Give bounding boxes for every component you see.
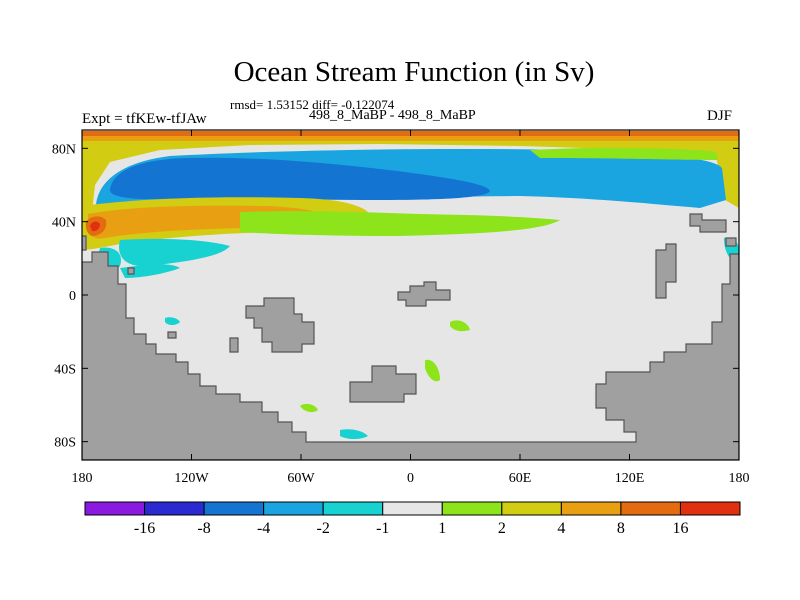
y-tick-label: 0 bbox=[69, 289, 76, 304]
green-speck-3 bbox=[300, 403, 318, 413]
colorbar-label: -16 bbox=[134, 520, 155, 537]
x-tick-label: 120W bbox=[174, 471, 209, 486]
colorbar-label: 16 bbox=[672, 520, 688, 537]
colorbar-label: 1 bbox=[438, 520, 446, 537]
stats-line: rmsd= 1.53152 diff= -0.122074 bbox=[230, 97, 395, 112]
x-tick-label: 180 bbox=[72, 471, 93, 486]
cyan-band-west-2 bbox=[120, 264, 180, 278]
colorbar: -16 -8 -4 -2 -1 1 2 4 8 16 bbox=[84, 501, 741, 537]
colorbar-swatch bbox=[382, 501, 443, 516]
colorbar-swatch bbox=[560, 501, 622, 516]
colorbar-swatch bbox=[620, 501, 681, 516]
colorbar-swatch bbox=[501, 501, 562, 516]
chart-subtitle: 498_8_MaBP - 498_8_MaBP bbox=[309, 108, 476, 123]
x-axis: 180 120W 60W 0 60E 120E 180 bbox=[72, 130, 750, 486]
y-tick-label: 80S bbox=[54, 436, 76, 451]
colorbar-label: 2 bbox=[498, 520, 506, 537]
x-tick-label: 180 bbox=[729, 471, 750, 486]
colorbar-label: -8 bbox=[197, 520, 210, 537]
y-tick-label: 40N bbox=[52, 216, 76, 231]
land-west-edge bbox=[82, 235, 87, 251]
experiment-label: Expt = tfKEw-tfJAw bbox=[82, 111, 207, 127]
green-speck-2 bbox=[425, 359, 440, 382]
season-label: DJF bbox=[707, 108, 733, 124]
y-axis: 80N 40N 0 40S 80S bbox=[52, 142, 739, 451]
colorbar-label: 4 bbox=[557, 520, 565, 537]
land-islet-1 bbox=[725, 237, 737, 247]
colorbar-swatch bbox=[263, 501, 324, 516]
green-band-central bbox=[240, 211, 560, 236]
x-tick-label: 0 bbox=[407, 471, 414, 486]
land-continent-a bbox=[245, 297, 315, 353]
colorbar-label: -1 bbox=[376, 520, 389, 537]
colorbar-swatch bbox=[441, 501, 503, 516]
jet-core-red bbox=[90, 221, 100, 232]
green-speck-1 bbox=[450, 320, 470, 332]
colorbar-swatch bbox=[322, 501, 384, 516]
plot-area bbox=[82, 130, 739, 460]
land-island-e bbox=[689, 213, 727, 233]
land-continent-b bbox=[349, 365, 417, 403]
colorbar-label: 8 bbox=[617, 520, 625, 537]
land-islet-3 bbox=[167, 331, 177, 339]
green-patch-ne bbox=[530, 147, 718, 160]
colorbar-label: -4 bbox=[257, 520, 270, 537]
cyan-band-west bbox=[119, 238, 230, 267]
colorbar-label: -2 bbox=[317, 520, 330, 537]
north-gyre-minus4to8 bbox=[110, 157, 490, 200]
land-island-c bbox=[397, 281, 451, 307]
colorbar-swatch bbox=[144, 501, 205, 516]
land-islet-4 bbox=[229, 337, 239, 353]
y-tick-label: 40S bbox=[54, 362, 76, 377]
land-island-d bbox=[655, 243, 677, 299]
land-south bbox=[82, 251, 739, 460]
colorbar-swatch bbox=[84, 501, 146, 516]
x-tick-label: 60W bbox=[287, 471, 315, 486]
y-tick-label: 80N bbox=[52, 142, 76, 157]
x-tick-label: 120E bbox=[615, 471, 645, 486]
x-tick-label: 60E bbox=[509, 471, 532, 486]
cyan-speck-1 bbox=[165, 317, 180, 325]
cyan-speck-2 bbox=[340, 429, 368, 439]
land-islet-2 bbox=[127, 267, 135, 275]
colorbar-swatch bbox=[679, 501, 741, 516]
chart-title: Ocean Stream Function (in Sv) bbox=[233, 56, 595, 88]
colorbar-swatch bbox=[203, 501, 265, 516]
